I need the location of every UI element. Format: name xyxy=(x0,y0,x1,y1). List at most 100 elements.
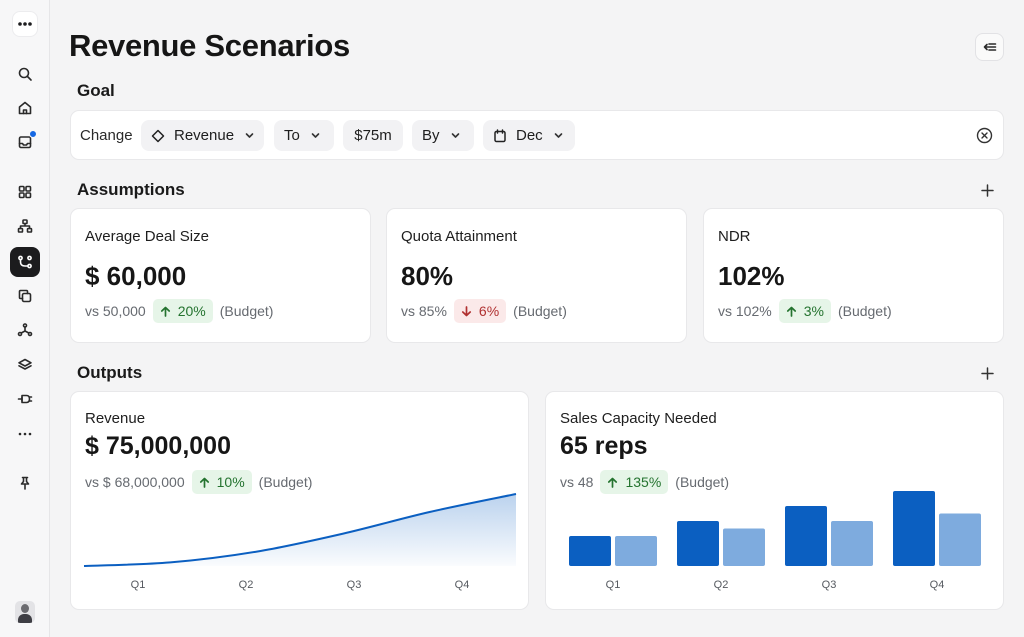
page-title: Revenue Scenarios xyxy=(69,28,350,63)
x-tick-label: Q1 xyxy=(131,579,146,591)
reference-text: (Budget) xyxy=(258,474,313,490)
goal-bar: Change Revenue To $75m By Dec xyxy=(70,110,1004,160)
x-tick-label: Q4 xyxy=(930,579,945,591)
x-tick-label: Q1 xyxy=(606,579,621,591)
add-output-button[interactable] xyxy=(978,364,996,382)
comparison-row: vs 102% 3% (Budget) xyxy=(718,299,892,323)
plus-icon xyxy=(980,183,994,197)
capacity-bar-chart: Q1 Q2 Q3 Q4 xyxy=(569,491,981,591)
by-value: By xyxy=(422,127,440,144)
copy-icon xyxy=(18,289,32,303)
sidebar-item-dashboards[interactable] xyxy=(10,177,40,207)
target-input[interactable]: $75m xyxy=(343,120,403,151)
bar xyxy=(615,536,657,566)
delta-badge: 6% xyxy=(453,299,507,323)
inbox-icon xyxy=(18,136,32,149)
comparison-row: vs $ 68,000,000 10% (Budget) xyxy=(85,470,312,494)
sidebar-item-inbox[interactable] xyxy=(10,127,40,157)
assumptions-section-title: Assumptions xyxy=(77,180,185,199)
logo-icon[interactable] xyxy=(12,11,38,37)
revenue-area-chart: Q1 Q2 Q3 Q4 xyxy=(83,493,517,591)
collapse-panel-button[interactable] xyxy=(975,33,1004,61)
delta-badge: 10% xyxy=(191,470,252,494)
outputs-section-title: Outputs xyxy=(77,363,143,382)
reference-text: (Budget) xyxy=(513,303,567,319)
arrow-up-icon xyxy=(199,477,209,488)
bar xyxy=(939,513,981,566)
bar xyxy=(723,528,765,566)
hierarchy-icon xyxy=(17,219,33,233)
sidebar-item-more[interactable] xyxy=(10,419,40,449)
output-label: Sales Capacity Needed xyxy=(560,410,717,427)
search-icon xyxy=(18,67,32,81)
calendar-icon xyxy=(494,128,506,142)
sidebar xyxy=(0,0,50,637)
assumption-value: 80% xyxy=(401,261,454,291)
metric-dropdown[interactable]: Revenue xyxy=(141,120,264,151)
assumption-card-deal-size[interactable]: Average Deal Size $ 60,000 vs 50,000 20%… xyxy=(70,208,371,343)
area-fill xyxy=(84,494,516,566)
comparison-text: vs 102% xyxy=(718,303,772,319)
output-value: 65 reps xyxy=(560,432,648,460)
sidebar-item-layers[interactable] xyxy=(10,350,40,380)
collapse-icon xyxy=(983,43,996,51)
comparison-row: vs 85% 6% (Budget) xyxy=(401,299,567,323)
diamond-icon xyxy=(151,129,165,142)
bar xyxy=(677,521,719,566)
sidebar-item-org-chart[interactable] xyxy=(10,211,40,241)
output-card-capacity[interactable]: Sales Capacity Needed 65 reps vs 48 135%… xyxy=(545,391,1004,610)
x-tick-label: Q2 xyxy=(714,579,729,591)
assumption-label: Average Deal Size xyxy=(85,228,209,245)
add-assumption-button[interactable] xyxy=(978,181,996,199)
chevron-down-icon xyxy=(245,133,254,138)
x-tick-label: Q4 xyxy=(455,579,470,591)
sidebar-item-search[interactable] xyxy=(10,59,40,89)
chevron-down-icon xyxy=(451,133,459,138)
comparison-text: vs 50,000 xyxy=(85,303,146,319)
nodes-icon xyxy=(17,323,33,337)
pin-icon xyxy=(20,476,30,490)
output-value: $ 75,000,000 xyxy=(85,432,231,460)
sidebar-item-copies[interactable] xyxy=(10,281,40,311)
main-content: Revenue Scenarios Goal Change Revenue To… xyxy=(50,0,1024,637)
delta-badge: 20% xyxy=(152,299,213,323)
bar xyxy=(569,536,611,566)
arrow-down-icon xyxy=(461,305,471,316)
chevron-down-icon xyxy=(554,133,562,138)
sidebar-item-integrations[interactable] xyxy=(10,315,40,345)
target-value: $75m xyxy=(354,127,392,144)
clear-goal-button[interactable] xyxy=(976,127,993,144)
assumption-value: $ 60,000 xyxy=(85,261,187,291)
assumption-card-quota[interactable]: Quota Attainment 80% vs 85% 6% (Budget) xyxy=(386,208,687,343)
bar xyxy=(893,491,935,566)
comparison-row: vs 48 135% (Budget) xyxy=(560,470,729,494)
avatar[interactable] xyxy=(15,601,35,623)
output-label: Revenue xyxy=(85,410,146,427)
delta-badge: 3% xyxy=(778,299,831,323)
sidebar-item-plugins[interactable] xyxy=(10,384,40,414)
assumption-value: 102% xyxy=(718,261,785,291)
sidebar-item-home[interactable] xyxy=(10,93,40,123)
output-card-revenue[interactable]: Revenue $ 75,000,000 vs $ 68,000,000 10%… xyxy=(70,391,529,610)
direction-dropdown[interactable]: To xyxy=(274,120,334,151)
sidebar-item-pinned[interactable] xyxy=(10,468,40,498)
layers-icon xyxy=(18,358,32,370)
comparison-text: vs 48 xyxy=(560,474,594,490)
reference-text: (Budget) xyxy=(837,303,892,319)
x-tick-label: Q3 xyxy=(347,579,362,591)
plus-icon xyxy=(980,366,994,380)
goal-change-label: Change xyxy=(80,127,133,144)
goal-section-title: Goal xyxy=(77,81,115,100)
comparison-text: vs 85% xyxy=(401,303,447,319)
sidebar-item-scenarios[interactable] xyxy=(10,247,40,277)
assumption-card-ndr[interactable]: NDR 102% vs 102% 3% (Budget) xyxy=(703,208,1004,343)
by-dropdown[interactable]: By xyxy=(412,120,474,151)
direction-value: To xyxy=(284,127,300,144)
month-dropdown[interactable]: Dec xyxy=(483,120,575,151)
arrow-up-icon xyxy=(786,306,796,317)
comparison-row: vs 50,000 20% (Budget) xyxy=(85,299,273,323)
more-icon xyxy=(18,432,32,436)
metric-value: Revenue xyxy=(174,127,235,144)
month-value: Dec xyxy=(516,127,543,144)
